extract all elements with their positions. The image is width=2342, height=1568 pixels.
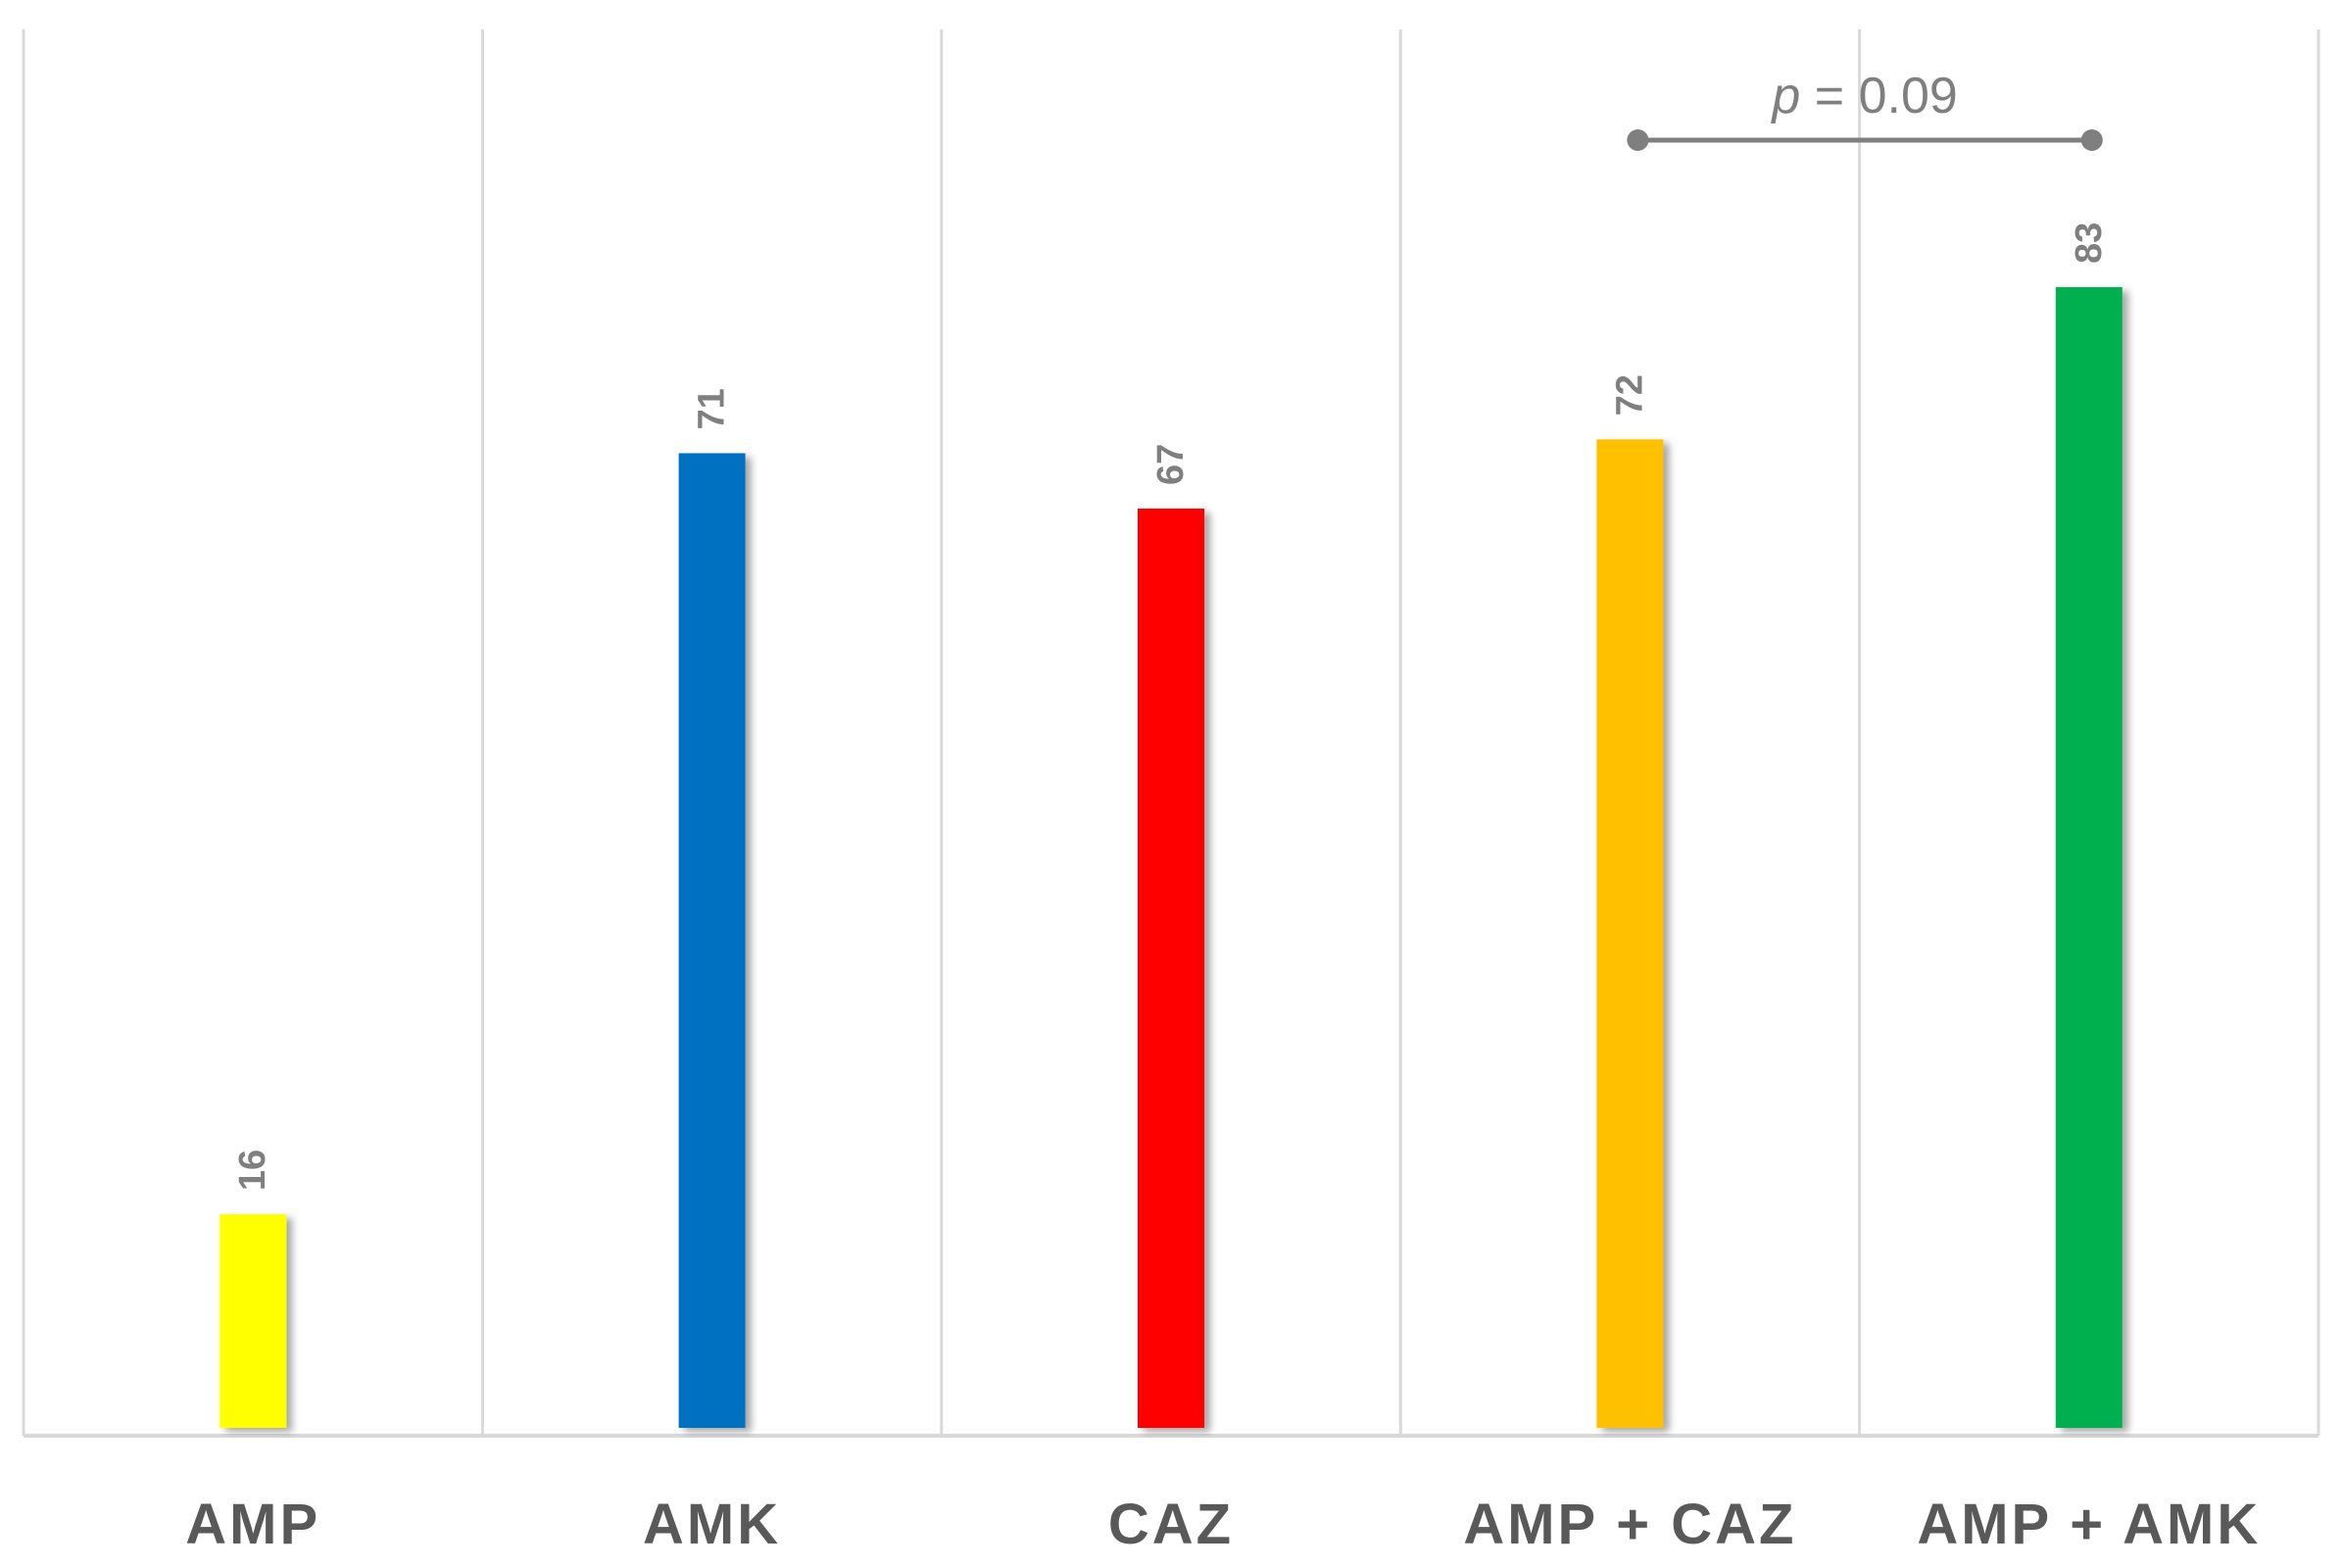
category-label: AMP + AMK <box>1917 1493 2261 1556</box>
bar <box>678 453 746 1429</box>
category-label: CAZ <box>1108 1493 1234 1556</box>
bar <box>1138 508 1204 1428</box>
significance-annotation: p = 0.09 <box>1627 68 2103 151</box>
data-label: 71 <box>692 388 733 429</box>
category-label: AMK <box>643 1493 781 1556</box>
category-labels: AMP AMK CAZ AMP + CAZ AMP + AMK <box>185 1493 2261 1556</box>
bars <box>220 287 2122 1429</box>
data-label: 83 <box>2069 222 2110 264</box>
significance-bracket-right-dot <box>2080 129 2103 151</box>
p-symbol: p <box>1770 68 1800 124</box>
significance-bracket-left-dot <box>1627 129 1649 151</box>
data-label: 72 <box>1609 374 1650 416</box>
data-label: 16 <box>232 1150 273 1191</box>
bar <box>2055 287 2122 1428</box>
p-value-label: p = 0.09 <box>1770 68 1957 124</box>
category-label: AMP <box>185 1493 320 1556</box>
bar <box>1596 439 1664 1428</box>
data-labels: 16 71 67 72 83 <box>232 222 2110 1191</box>
bar <box>220 1214 287 1428</box>
data-label: 67 <box>1150 444 1192 485</box>
gridlines <box>22 29 2320 1436</box>
category-label: AMP + CAZ <box>1463 1493 1796 1556</box>
p-value-text: = 0.09 <box>1800 68 1957 124</box>
